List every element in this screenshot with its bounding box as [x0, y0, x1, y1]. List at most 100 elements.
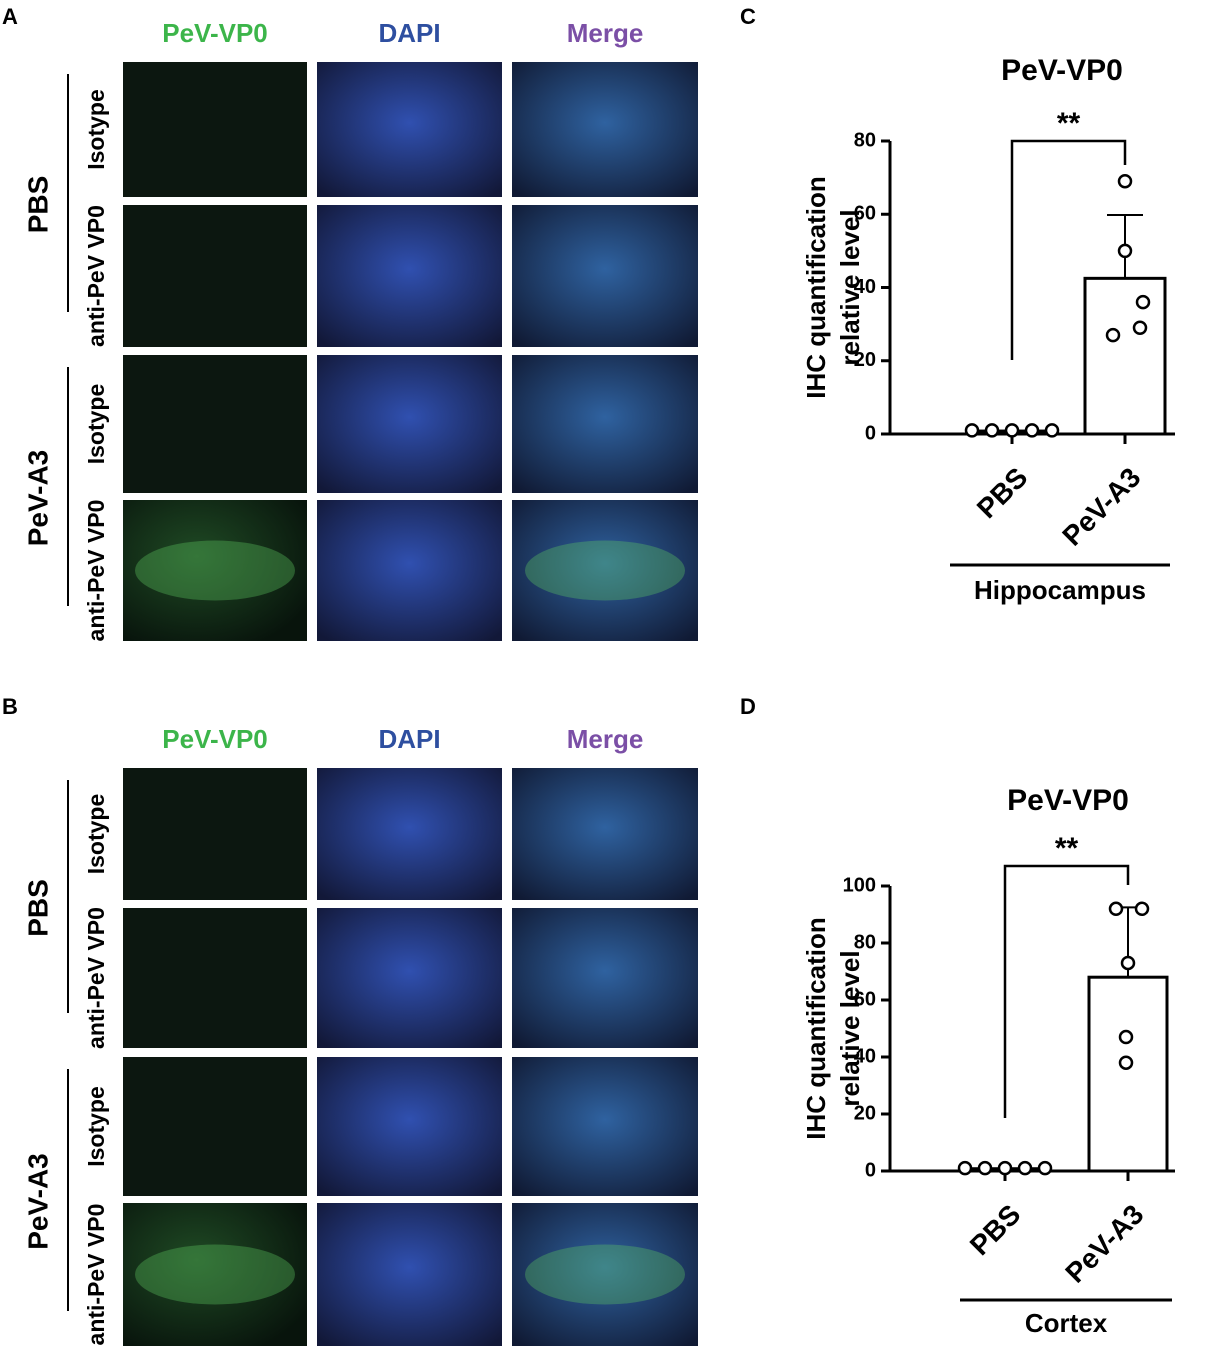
micrograph — [317, 500, 502, 641]
data-point — [1118, 1029, 1134, 1045]
y-tick-label: 0 — [865, 422, 876, 444]
column-header: PeV-VP0 — [162, 724, 268, 754]
group-label: PBS — [22, 176, 53, 234]
chart-title: PeV-VP0 — [1001, 54, 1123, 87]
panel-label: B — [2, 694, 18, 719]
micrograph — [317, 908, 502, 1048]
micrograph — [123, 1057, 307, 1196]
micrograph — [512, 908, 698, 1048]
column-header: Merge — [567, 18, 644, 48]
y-tick-label: 0 — [865, 1159, 876, 1181]
data-point — [997, 1160, 1013, 1176]
y-tick-label: 80 — [854, 931, 876, 953]
row-label: anti-PeV VP0 — [83, 500, 109, 642]
bar — [1087, 975, 1169, 1173]
micrograph — [123, 62, 307, 197]
micrograph — [317, 1057, 502, 1196]
signal — [135, 1244, 295, 1305]
y-tick-label: 80 — [854, 129, 876, 151]
x-tick-label: PBS — [971, 462, 1034, 525]
significance-bracket — [1010, 139, 1127, 360]
micrograph — [317, 355, 502, 493]
data-point — [1017, 1160, 1033, 1176]
y-tick-label: 20 — [854, 1102, 876, 1124]
row-label: Isotype — [83, 384, 109, 465]
column-header: DAPI — [378, 18, 440, 48]
micrograph — [317, 768, 502, 900]
row-label: Isotype — [83, 89, 109, 170]
y-axis-label: IHC quantification — [801, 917, 831, 1139]
panel-label: A — [2, 4, 18, 29]
micrograph — [512, 355, 698, 493]
signal — [525, 1244, 685, 1305]
panel-label: C — [740, 4, 756, 29]
data-point — [1120, 955, 1136, 971]
data-point — [1117, 174, 1133, 189]
data-point — [1024, 423, 1040, 438]
y-tick-label: 40 — [854, 276, 876, 298]
micrograph — [512, 62, 698, 197]
micrograph — [317, 205, 502, 347]
micrograph — [123, 1203, 307, 1346]
data-point — [1108, 901, 1124, 917]
micrograph — [512, 768, 698, 900]
data-point — [1117, 243, 1133, 259]
x-tick-label: PBS — [964, 1199, 1027, 1262]
data-point — [1037, 1160, 1053, 1176]
data-point — [977, 1160, 993, 1176]
micrograph — [512, 1203, 698, 1346]
micrograph — [123, 355, 307, 493]
y-axis-label: relative level — [835, 209, 865, 365]
chart-title: PeV-VP0 — [1007, 784, 1129, 817]
column-header: PeV-VP0 — [162, 18, 268, 48]
micrograph — [317, 1203, 502, 1346]
y-axis-label: relative level — [835, 950, 865, 1106]
x-tick-label: PeV-A3 — [1056, 462, 1146, 552]
bar — [1083, 276, 1167, 436]
x-tick-label: PeV-A3 — [1059, 1199, 1149, 1289]
micrograph — [123, 908, 307, 1048]
micrograph — [512, 205, 698, 347]
micrograph — [512, 500, 698, 641]
row-label: Isotype — [83, 1086, 109, 1167]
group-label: PBS — [22, 879, 53, 937]
significance-label: ** — [1057, 107, 1081, 140]
column-header: DAPI — [378, 724, 440, 754]
panel-label: D — [740, 694, 756, 719]
row-label: anti-PeV VP0 — [83, 205, 109, 347]
data-point — [1135, 294, 1151, 310]
y-tick-label: 20 — [854, 349, 876, 371]
signal — [135, 540, 295, 601]
y-tick-label: 40 — [854, 1045, 876, 1067]
group-label: PeV-A3 — [22, 1153, 53, 1250]
significance-bracket — [1003, 864, 1130, 1118]
data-point — [964, 423, 980, 438]
y-tick-label: 60 — [854, 203, 876, 225]
y-tick-label: 60 — [854, 988, 876, 1010]
column-header: Merge — [567, 724, 644, 754]
micrograph — [317, 62, 502, 197]
micrograph — [512, 1057, 698, 1196]
row-label: anti-PeV VP0 — [83, 1204, 109, 1346]
data-point — [1118, 1055, 1134, 1070]
row-label: Isotype — [83, 794, 109, 875]
micrograph — [123, 205, 307, 347]
signal — [525, 540, 685, 601]
data-point — [1044, 423, 1060, 438]
micrograph — [123, 768, 307, 900]
y-tick-label: 100 — [843, 874, 876, 896]
significance-label: ** — [1055, 832, 1079, 865]
micrograph — [123, 500, 307, 641]
data-point — [984, 423, 1000, 438]
group-label: PeV-A3 — [22, 450, 53, 547]
data-point — [1132, 320, 1148, 336]
data-point — [1004, 423, 1020, 438]
data-point — [957, 1160, 973, 1176]
data-point — [1134, 901, 1150, 917]
group-label: Cortex — [1025, 1308, 1108, 1338]
group-label: Hippocampus — [974, 575, 1146, 605]
row-label: anti-PeV VP0 — [83, 907, 109, 1049]
data-point — [1105, 327, 1121, 343]
y-axis-label: IHC quantification — [801, 176, 831, 398]
